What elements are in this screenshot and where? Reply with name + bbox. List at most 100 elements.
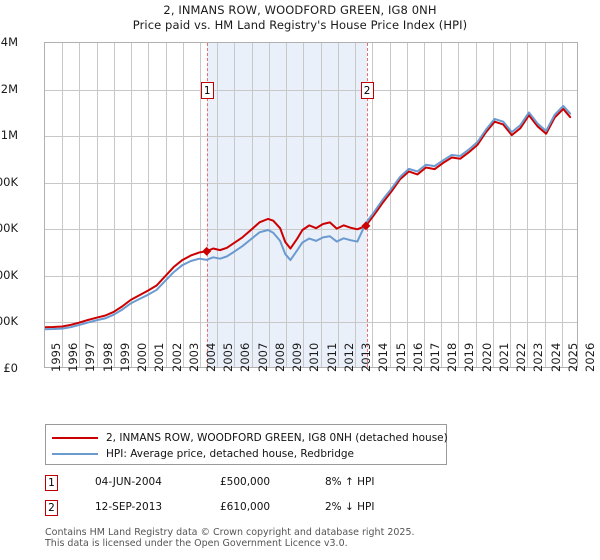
x-axis-tick-label: 2014	[376, 342, 391, 372]
y-axis-tick-label: £800K	[0, 174, 18, 189]
gridline-vertical	[148, 43, 149, 367]
gridline-vertical	[183, 43, 184, 367]
y-axis-tick-label: £1.4M	[0, 35, 18, 49]
transaction-marker	[361, 221, 371, 231]
gridline-horizontal	[45, 229, 577, 230]
x-axis-tick-label: 2026	[583, 342, 597, 372]
x-axis-tick-label: 2021	[496, 342, 511, 372]
x-axis-tick-label: 2006	[238, 342, 253, 372]
chart-legend: 2, INMANS ROW, WOODFORD GREEN, IG8 0NH (…	[45, 424, 448, 465]
x-axis-tick-label: 2000	[135, 342, 150, 372]
ownership-period-band	[207, 43, 368, 367]
gridline-vertical	[458, 43, 459, 367]
y-axis-tick-label: £0	[3, 361, 18, 375]
gridline-vertical	[545, 43, 546, 367]
x-axis-tick-label: 1997	[83, 342, 98, 372]
transaction-index-badge-2: 2	[45, 500, 58, 516]
table-row: 1 04-JUN-2004 £500,000 8% ↑ HPI	[45, 473, 465, 498]
gridline-vertical	[131, 43, 132, 367]
gridline-vertical	[166, 43, 167, 367]
transaction-date-1: 04-JUN-2004	[95, 476, 162, 488]
event-number-badge: 2	[360, 81, 374, 99]
y-axis-tick-label: £1.2M	[0, 81, 18, 96]
footer-licence-line: This data is licensed under the Open Gov…	[45, 538, 348, 549]
legend-item-price-paid: 2, INMANS ROW, WOODFORD GREEN, IG8 0NH (…	[52, 430, 448, 445]
legend-label-price-paid: 2, INMANS ROW, WOODFORD GREEN, IG8 0NH (…	[106, 431, 448, 444]
series-line	[45, 109, 570, 327]
x-axis-tick-label: 2017	[427, 342, 442, 372]
x-axis-tick-label: 1995	[49, 342, 63, 372]
chart-title-line-1: 2, INMANS ROW, WOODFORD GREEN, IG8 0NH	[163, 3, 437, 17]
x-axis-tick-label: 1999	[117, 342, 132, 372]
x-axis-tick-label: 2001	[152, 342, 167, 372]
x-axis-tick-label: 2016	[410, 342, 425, 372]
series-lines	[45, 43, 577, 367]
gridline-vertical	[441, 43, 442, 367]
x-axis-tick-label: 2012	[341, 342, 356, 372]
x-axis-tick-label: 2020	[479, 342, 494, 372]
gridline-vertical	[234, 43, 235, 367]
page-title: 2, INMANS ROW, WOODFORD GREEN, IG8 0NH P…	[0, 3, 600, 33]
transaction-price-2: £610,000	[220, 501, 271, 513]
gridline-vertical	[114, 43, 115, 367]
gridline-vertical	[355, 43, 356, 367]
x-axis-tick-label: 2007	[255, 342, 270, 372]
gridline-vertical	[217, 43, 218, 367]
x-axis-tick-label: 2009	[290, 342, 305, 372]
series-line	[45, 106, 570, 329]
table-row: 2 12-SEP-2013 £610,000 2% ↓ HPI	[45, 498, 465, 523]
x-axis-tick-label: 1996	[66, 342, 81, 372]
x-axis-tick-label: 1998	[100, 342, 115, 372]
gridline-vertical	[252, 43, 253, 367]
event-vertical-line	[207, 43, 209, 367]
gridline-vertical	[286, 43, 287, 367]
gridline-horizontal	[45, 90, 577, 91]
gridline-vertical	[79, 43, 80, 367]
transaction-marker	[202, 246, 212, 256]
gridline-vertical	[338, 43, 339, 367]
transaction-hpi-delta-2: 2% ↓ HPI	[325, 501, 375, 513]
x-axis-tick-label: 2024	[548, 342, 563, 372]
legend-color-swatch-price-paid	[52, 436, 98, 439]
x-axis-tick-label: 2015	[393, 342, 408, 372]
footer-copyright-line: Contains HM Land Registry data © Crown c…	[45, 527, 415, 538]
x-axis-tick-label: 2018	[445, 342, 460, 372]
gridline-vertical	[493, 43, 494, 367]
x-axis-tick-label: 2004	[204, 342, 219, 372]
x-axis-tick-label: 2011	[324, 342, 339, 372]
x-axis-tick-label: 2025	[565, 342, 580, 372]
gridline-vertical	[476, 43, 477, 367]
event-vertical-line	[367, 43, 369, 367]
gridline-horizontal	[45, 136, 577, 137]
gridline-vertical	[390, 43, 391, 367]
gridline-vertical	[562, 43, 563, 367]
gridline-vertical	[97, 43, 98, 367]
x-axis-tick-label: 2008	[272, 342, 287, 372]
gridline-vertical	[527, 43, 528, 367]
gridline-horizontal	[45, 276, 577, 277]
x-axis-tick-label: 2013	[359, 342, 374, 372]
legend-label-hpi: HPI: Average price, detached house, Redb…	[106, 447, 355, 460]
transaction-hpi-delta-1: 8% ↑ HPI	[325, 476, 375, 488]
transaction-index-badge-1: 1	[45, 475, 58, 491]
gridline-vertical	[407, 43, 408, 367]
transaction-price-1: £500,000	[220, 476, 271, 488]
x-axis-tick-label: 2023	[531, 342, 546, 372]
gridline-vertical	[269, 43, 270, 367]
x-axis-tick-label: 2003	[186, 342, 201, 372]
gridline-vertical	[510, 43, 511, 367]
x-axis-tick-label: 2022	[514, 342, 529, 372]
legend-item-hpi: HPI: Average price, detached house, Redb…	[52, 446, 446, 461]
gridline-vertical	[321, 43, 322, 367]
gridline-vertical	[62, 43, 63, 367]
transactions-table: 1 04-JUN-2004 £500,000 8% ↑ HPI 2 12-SEP…	[45, 473, 465, 523]
y-axis-tick-label: £400K	[0, 267, 18, 282]
gridline-vertical	[372, 43, 373, 367]
transaction-date-2: 12-SEP-2013	[95, 501, 163, 513]
x-axis-tick-label: 2010	[307, 342, 322, 372]
legend-color-swatch-hpi	[52, 452, 98, 455]
transaction-point-markers	[202, 221, 371, 256]
y-axis-tick-label: £600K	[0, 221, 18, 236]
gridline-vertical	[200, 43, 201, 367]
